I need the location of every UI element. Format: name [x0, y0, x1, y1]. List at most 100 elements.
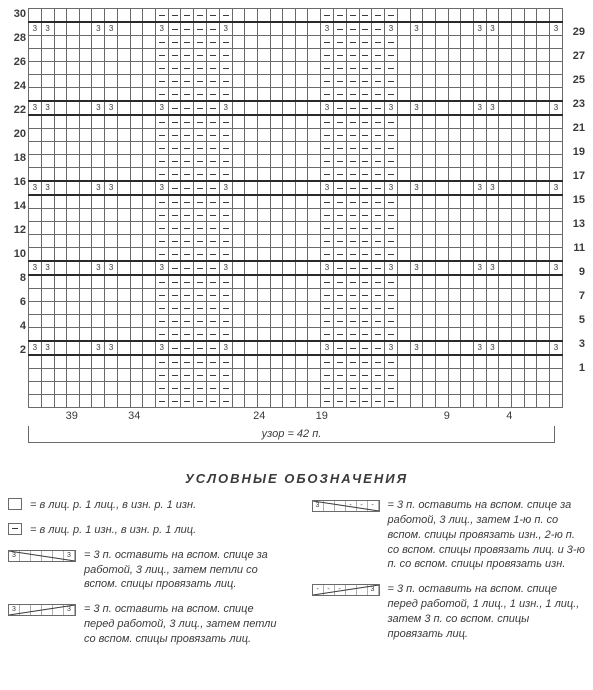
cell [270, 341, 283, 355]
cell [524, 248, 537, 262]
cell [461, 289, 474, 302]
cell [397, 369, 410, 382]
cell [321, 168, 334, 182]
cell [410, 115, 423, 129]
cell [130, 142, 143, 155]
cell [511, 315, 524, 328]
cable_front_3_3-symbol: 33 [8, 602, 76, 616]
cell [321, 115, 334, 129]
cell [92, 195, 105, 209]
cell [219, 302, 232, 315]
cell [333, 101, 346, 115]
cell [105, 36, 118, 49]
cell [181, 382, 194, 395]
cell [549, 382, 562, 395]
cell [473, 155, 486, 168]
cell [92, 275, 105, 289]
cell [29, 88, 42, 102]
cell [461, 395, 474, 408]
cell [92, 36, 105, 49]
cell [537, 75, 550, 88]
row-label-right: 1 [567, 362, 585, 374]
column-label [303, 410, 316, 422]
cell [499, 195, 512, 209]
cell [511, 341, 524, 355]
cell [321, 142, 334, 155]
cell [537, 88, 550, 102]
cell [333, 341, 346, 355]
cell [308, 315, 321, 328]
cell [79, 75, 92, 88]
cell [549, 248, 562, 262]
cell [194, 302, 207, 315]
cell [524, 129, 537, 142]
cell [207, 248, 220, 262]
cell [359, 101, 372, 115]
cell [499, 88, 512, 102]
row-label-left: 30 [8, 8, 26, 20]
cell [423, 9, 436, 23]
cell [41, 9, 54, 23]
cell [537, 248, 550, 262]
cell [473, 129, 486, 142]
cell [155, 168, 168, 182]
legend-item: = в лиц. р. 1 лиц., в изн. р. 1 изн. [8, 498, 282, 513]
cell [130, 181, 143, 195]
cell [321, 382, 334, 395]
cell: 3 [105, 181, 118, 195]
cell: 3 [486, 181, 499, 195]
cell [410, 142, 423, 155]
cell [270, 115, 283, 129]
cell [143, 181, 156, 195]
cell [155, 115, 168, 129]
cell [308, 209, 321, 222]
cell [143, 22, 156, 36]
cell [333, 115, 346, 129]
cell [168, 302, 181, 315]
cell [257, 168, 270, 182]
cell [155, 9, 168, 23]
cell [410, 222, 423, 235]
cell [232, 142, 245, 155]
cell [245, 142, 258, 155]
row-label-right: 15 [567, 194, 585, 206]
cell [461, 75, 474, 88]
cell [79, 222, 92, 235]
cell: 3 [29, 181, 42, 195]
cell [461, 235, 474, 248]
cell [333, 75, 346, 88]
cell [397, 168, 410, 182]
cell [346, 22, 359, 36]
cell [435, 209, 448, 222]
cell [181, 155, 194, 168]
cell [537, 62, 550, 75]
cell [168, 88, 181, 102]
cell [511, 289, 524, 302]
cell [207, 88, 220, 102]
cell [473, 168, 486, 182]
cell [245, 355, 258, 369]
cell [105, 209, 118, 222]
cell [346, 101, 359, 115]
cell [333, 289, 346, 302]
cell [41, 395, 54, 408]
column-label [241, 410, 254, 422]
cell [524, 275, 537, 289]
cell [181, 209, 194, 222]
cell [130, 88, 143, 102]
cell [105, 235, 118, 248]
cell [321, 328, 334, 342]
cell [245, 341, 258, 355]
cell [423, 315, 436, 328]
cell [524, 142, 537, 155]
cell [537, 355, 550, 369]
row-label-left: 14 [8, 200, 26, 212]
cell [79, 101, 92, 115]
cell [321, 369, 334, 382]
cell [486, 302, 499, 315]
cell [270, 101, 283, 115]
cell [486, 75, 499, 88]
cell [194, 222, 207, 235]
cell [295, 382, 308, 395]
cell [537, 261, 550, 275]
